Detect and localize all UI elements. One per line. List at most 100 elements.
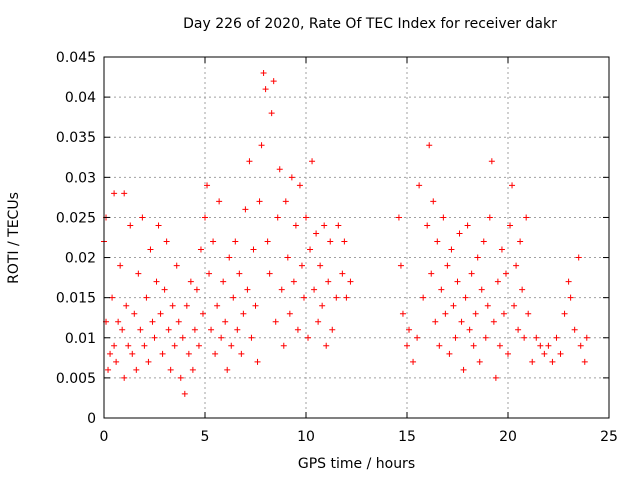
data-point	[438, 286, 445, 293]
data-point	[525, 310, 532, 317]
data-point	[262, 86, 269, 93]
data-point	[515, 326, 522, 333]
data-point	[480, 238, 487, 245]
data-point	[537, 342, 544, 349]
data-point	[545, 342, 552, 349]
x-tick-label: 15	[398, 429, 416, 445]
data-point	[329, 326, 336, 333]
data-point	[484, 302, 491, 309]
data-point	[111, 190, 118, 197]
data-point	[220, 278, 227, 285]
data-point	[173, 262, 180, 269]
data-point	[452, 334, 459, 341]
data-point	[446, 350, 453, 357]
data-point	[474, 254, 481, 261]
data-point	[123, 302, 130, 309]
data-point	[460, 366, 467, 373]
data-point	[317, 262, 324, 269]
data-point	[442, 310, 449, 317]
data-point	[549, 358, 556, 365]
data-point	[234, 326, 241, 333]
data-point	[541, 350, 548, 357]
data-point	[505, 350, 511, 357]
x-tick-label: 5	[201, 429, 210, 445]
data-point	[119, 326, 126, 333]
data-point	[165, 326, 172, 333]
data-point	[272, 318, 279, 325]
data-point	[414, 334, 421, 341]
data-point	[268, 110, 275, 117]
data-point	[274, 214, 281, 221]
data-point	[571, 326, 578, 333]
x-tick-label: 25	[600, 429, 618, 445]
data-point	[462, 294, 469, 301]
data-point	[195, 342, 202, 349]
data-point	[167, 366, 174, 373]
data-point	[151, 334, 158, 341]
data-point	[169, 302, 176, 309]
data-point	[502, 270, 509, 277]
x-tick-label: 10	[297, 429, 315, 445]
data-point	[131, 310, 138, 317]
y-tick-label: 0.015	[56, 291, 96, 307]
data-point	[230, 294, 237, 301]
data-point	[450, 302, 457, 309]
data-point	[204, 182, 211, 189]
y-tick-label: 0.01	[65, 331, 96, 347]
data-point	[121, 190, 128, 197]
grid-lines	[104, 57, 609, 418]
data-point	[111, 342, 118, 349]
data-point	[218, 334, 225, 341]
data-point	[252, 302, 259, 309]
data-point	[246, 158, 253, 165]
data-point	[335, 222, 342, 229]
data-point	[145, 358, 152, 365]
data-point	[226, 254, 233, 261]
data-point	[464, 222, 471, 229]
data-point	[294, 326, 301, 333]
y-tick-label: 0.03	[65, 170, 96, 186]
data-point	[189, 366, 196, 373]
data-point	[161, 286, 168, 293]
y-tick-label: 0.04	[65, 90, 96, 106]
data-point	[309, 158, 316, 165]
data-point	[232, 238, 239, 245]
data-point	[260, 70, 267, 77]
data-point	[434, 238, 441, 245]
y-tick-label: 0.045	[56, 50, 96, 66]
data-points	[101, 70, 590, 397]
chart-title: Day 226 of 2020, Rate Of TEC Index for r…	[183, 16, 557, 32]
y-tick-label: 0.02	[65, 251, 96, 267]
data-point	[115, 318, 122, 325]
data-point	[109, 294, 116, 301]
data-point	[153, 278, 160, 285]
data-point	[395, 214, 402, 221]
data-point	[476, 358, 483, 365]
data-point	[157, 310, 164, 317]
data-point	[517, 238, 524, 245]
data-point	[565, 278, 572, 285]
data-point	[125, 342, 132, 349]
data-point	[175, 318, 182, 325]
data-point	[276, 166, 283, 173]
data-point	[254, 358, 261, 365]
data-point	[305, 334, 312, 341]
data-point	[323, 342, 330, 349]
data-point	[282, 198, 289, 205]
data-point	[141, 342, 148, 349]
data-point	[105, 366, 112, 373]
data-point	[149, 318, 156, 325]
data-point	[296, 182, 303, 189]
data-point	[224, 366, 231, 373]
data-point	[238, 350, 245, 357]
data-point	[533, 334, 540, 341]
data-point	[511, 302, 518, 309]
data-point	[343, 294, 350, 301]
data-point	[286, 310, 293, 317]
data-point	[492, 374, 499, 381]
data-point	[177, 374, 184, 381]
data-point	[420, 294, 427, 301]
y-tick-label: 0.035	[56, 130, 96, 146]
data-point	[424, 222, 431, 229]
data-point	[557, 350, 564, 357]
